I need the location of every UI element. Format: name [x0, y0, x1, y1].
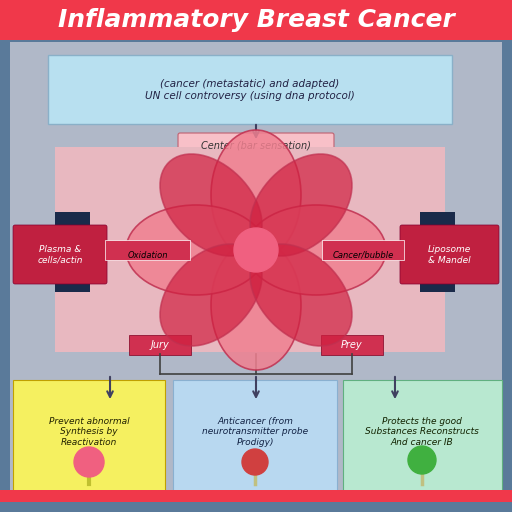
Ellipse shape [211, 130, 301, 260]
Circle shape [74, 447, 104, 477]
Text: Jury: Jury [151, 340, 169, 350]
Text: Liposome
& Mandel: Liposome & Mandel [428, 245, 471, 265]
FancyBboxPatch shape [420, 212, 455, 292]
Text: Anticancer (from
neurotransmitter probe
Prodigy): Anticancer (from neurotransmitter probe … [202, 417, 308, 447]
FancyBboxPatch shape [105, 240, 190, 260]
Circle shape [242, 449, 268, 475]
Text: Prey: Prey [341, 340, 363, 350]
Text: Prevent abnormal
Synthesis by
Reactivation: Prevent abnormal Synthesis by Reactivati… [49, 417, 130, 447]
FancyBboxPatch shape [10, 42, 502, 492]
FancyBboxPatch shape [0, 0, 512, 40]
Ellipse shape [160, 244, 262, 346]
Text: (cancer (metastatic) and adapted)
UN cell controversy (using dna protocol): (cancer (metastatic) and adapted) UN cel… [145, 79, 355, 101]
Text: Protects the good
Substances Reconstructs
And cancer IB: Protects the good Substances Reconstruct… [365, 417, 479, 447]
Ellipse shape [211, 240, 301, 370]
FancyBboxPatch shape [129, 335, 191, 355]
FancyBboxPatch shape [0, 490, 512, 502]
FancyBboxPatch shape [400, 225, 499, 284]
Ellipse shape [250, 154, 352, 256]
Text: Plasma &
cells/actin: Plasma & cells/actin [37, 245, 83, 265]
Text: Inflammatory Breast Cancer: Inflammatory Breast Cancer [57, 8, 455, 32]
FancyBboxPatch shape [13, 380, 165, 492]
Text: Cancer/bubble: Cancer/bubble [332, 250, 394, 260]
Ellipse shape [126, 205, 266, 295]
Ellipse shape [246, 205, 386, 295]
FancyBboxPatch shape [178, 133, 334, 159]
FancyBboxPatch shape [173, 380, 337, 492]
FancyBboxPatch shape [343, 380, 502, 492]
FancyBboxPatch shape [13, 225, 107, 284]
FancyBboxPatch shape [321, 335, 383, 355]
FancyBboxPatch shape [322, 240, 404, 260]
Text: Center (bar sensation): Center (bar sensation) [201, 141, 311, 151]
FancyBboxPatch shape [55, 147, 445, 352]
FancyBboxPatch shape [48, 55, 452, 124]
Ellipse shape [160, 154, 262, 256]
Circle shape [408, 446, 436, 474]
Ellipse shape [250, 244, 352, 346]
Text: Oxidation: Oxidation [128, 250, 168, 260]
Circle shape [234, 228, 278, 272]
FancyBboxPatch shape [55, 212, 90, 292]
